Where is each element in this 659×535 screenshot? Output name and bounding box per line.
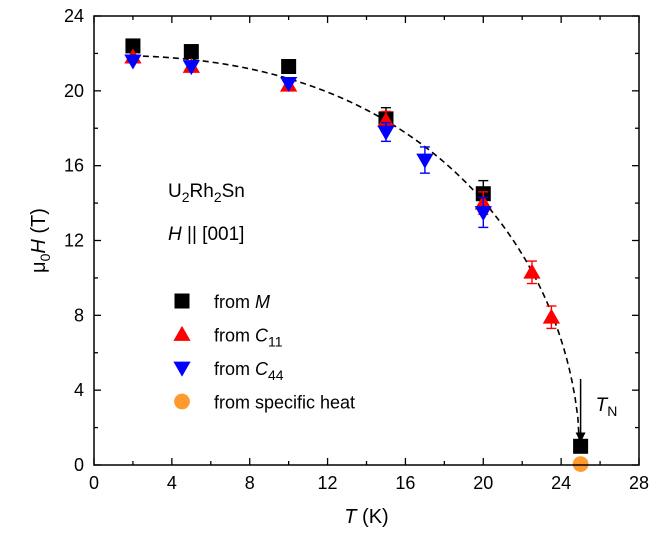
fit-curve-layer [132,54,582,466]
legend-label: from specific heat [214,393,355,413]
y-tick-label: 24 [64,6,84,26]
legend-symbol: C [255,359,269,379]
x-tick-label: 12 [318,473,338,493]
legend-label: from C44 [214,359,284,383]
legend-subscript: 44 [268,367,284,383]
field-symbol: H [168,224,182,245]
x-axis-title: T (K) [344,506,388,528]
data-point-square [281,59,297,75]
y-tick-label: 12 [64,231,84,251]
data-point-triangle-down [182,60,200,76]
series-triangle-down [124,54,492,229]
tn-label: TN [596,395,618,419]
legend-marker-triangle-down [173,361,191,377]
legend-subscript: 11 [268,334,283,350]
x-tick-label: 16 [395,473,415,493]
series-circle [572,456,589,472]
data-points-layer [124,38,589,472]
tn-subscript: N [607,403,617,419]
data-point-triangle-down [474,206,492,222]
y-axis-symbol: H [28,239,50,254]
y-tick-label: 0 [74,455,84,475]
compound-sn: Sn [222,181,245,202]
fit-curve [132,54,582,466]
compound-label: U2Rh2Sn [168,181,245,205]
y-axis-mu: μ [28,261,50,273]
legend-label: from C11 [214,326,283,350]
series-square [125,38,589,454]
legend-prefix: from [214,326,255,346]
compound-rh: Rh [190,181,214,202]
tn-arrow-head [575,432,586,443]
data-point-triangle-down [124,54,142,70]
legend-prefix: from [214,292,255,312]
compound-sub2: 2 [214,189,222,205]
legend-marker-triangle-up [173,325,191,341]
tn-annotation: TN [575,378,618,443]
x-tick-label: 28 [629,473,649,493]
tn-symbol: T [596,395,609,416]
data-point-triangle-down [416,153,434,169]
y-tick-label: 20 [64,81,84,101]
y-tick-label: 16 [64,156,84,176]
x-axis-unit: (K) [357,506,389,528]
data-point-triangle-up [542,308,561,324]
legend-marker-circle [174,393,190,410]
x-tick-label: 24 [551,473,571,493]
x-axis-symbol: T [344,506,358,528]
y-tick-label: 4 [74,380,84,400]
legend-prefix: from specific heat [214,393,355,413]
legend-marker-square [174,293,190,309]
data-point-square [573,438,589,454]
compound-u: U [168,181,182,202]
legend-symbol: C [255,326,269,346]
y-axis-unit: (T) [28,208,50,239]
x-tick-label: 8 [245,473,255,493]
x-tick-label: 20 [473,473,493,493]
x-tick-label: 4 [167,473,177,493]
y-tick-label: 8 [74,305,84,325]
data-point-triangle-down [377,125,395,141]
field-direction-label: H || [001] [168,224,244,245]
data-point-square [183,44,199,60]
legend-symbol: M [255,292,270,312]
data-point-triangle-up [523,263,541,279]
x-tick-label: 0 [89,473,99,493]
y-axis-title: μ0H (T) [28,208,53,273]
data-point-triangle-down [280,76,298,92]
axis-ticks-layer: 0 4 8 12 16 20 24 28 0 4 8 12 16 20 24 [64,6,649,493]
data-point-square [125,38,141,54]
data-point-circle [572,456,589,472]
compound-sub1: 2 [182,189,190,205]
data-point-triangle-up [377,112,395,128]
y-axis-sub: 0 [37,253,53,261]
legend-label: from M [214,292,270,312]
field-direction: || [001] [182,224,245,245]
legend-prefix: from [214,359,255,379]
